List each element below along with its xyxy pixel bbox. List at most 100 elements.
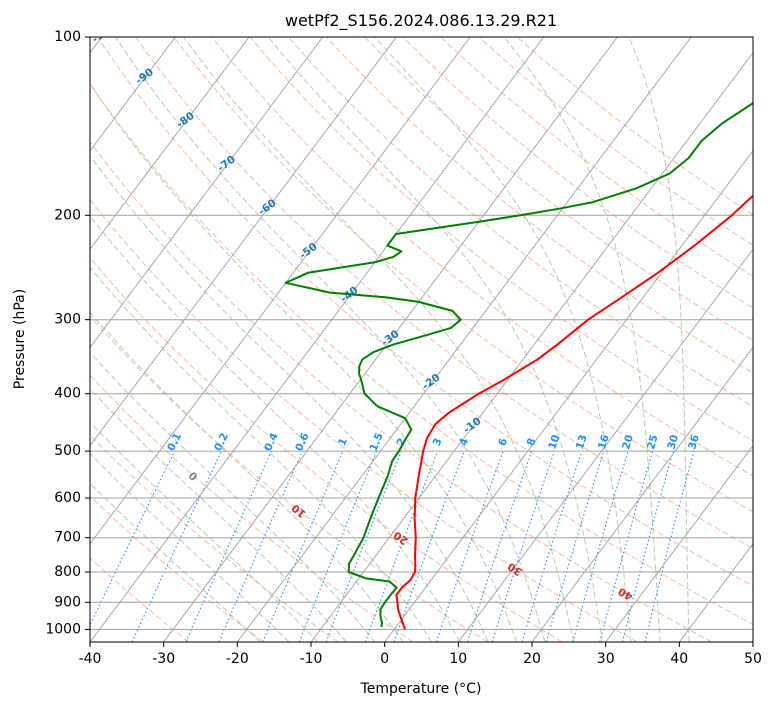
- y-axis-label: Pressure (hPa): [12, 289, 28, 389]
- dry-adiabat-line: [402, 37, 753, 309]
- isotherm-line: [236, 37, 692, 642]
- moist-adiabat-line: [90, 215, 461, 642]
- mixing-ratio-label: 30: [666, 433, 682, 450]
- mixing-ratio-label: 0.4: [262, 431, 281, 453]
- isotherm-line: [605, 444, 753, 642]
- mixing-ratio-line: [218, 450, 303, 642]
- moist-adiabat-line: [90, 421, 319, 642]
- dry-adiabat-label: 0: [187, 469, 200, 483]
- mixing-ratio-label: 10: [546, 433, 562, 451]
- moist-adiabat-line: [267, 37, 603, 642]
- mixing-ratio-label: 13: [574, 433, 590, 451]
- x-tick-label: -20: [226, 651, 249, 667]
- mixing-ratio-line: [545, 450, 605, 642]
- dry-adiabat-line: [96, 37, 753, 587]
- dry-adiabat-line: [90, 83, 753, 625]
- isotherm-line: [90, 37, 324, 349]
- isotherm-line: [384, 150, 753, 642]
- x-axis-label: Temperature (°C): [360, 681, 482, 697]
- mixing-ratio-label: 2: [395, 436, 409, 447]
- mixing-ratio-line: [621, 450, 674, 642]
- isotherm-line: [90, 37, 471, 545]
- mixing-ratio-line: [262, 450, 344, 642]
- y-tick-label: 200: [54, 207, 81, 223]
- isotherm-line: [678, 542, 753, 642]
- moist-adiabat-line: [374, 37, 632, 642]
- moist-adiabat-line: [90, 482, 261, 642]
- isotherms: [90, 37, 753, 642]
- dry-adiabat-line: [325, 37, 753, 374]
- plot-frame: [89, 36, 754, 643]
- moist-adiabat-line: [90, 351, 376, 642]
- y-tick-label: 1000: [45, 621, 81, 637]
- mixing-ratio-line: [491, 450, 555, 642]
- y-tick-label: 500: [54, 443, 81, 459]
- mixing-ratio-label: 0.2: [212, 431, 231, 453]
- dry-adiabat-line: [90, 434, 339, 642]
- sounding-profiles: [284, 101, 753, 630]
- mixing-ratio-label: 0.6: [293, 431, 312, 453]
- mixing-ratio-label: 20: [620, 433, 636, 451]
- mixing-ratio-label: 8: [525, 437, 539, 448]
- mixing-ratio-lines: [90, 450, 695, 642]
- x-tick-label: 10: [449, 651, 467, 667]
- dry-adiabat-line: [135, 37, 753, 550]
- mixing-ratio-label: 16: [596, 433, 612, 451]
- mixing-ratio-line: [325, 450, 403, 642]
- mixing-ratio-line: [572, 450, 629, 642]
- x-tick-label: 40: [670, 651, 688, 667]
- x-tick-label: -30: [152, 651, 175, 667]
- temperature-profile-line: [395, 194, 753, 630]
- isotherm-line: [90, 37, 397, 447]
- y-tick-label: 900: [54, 594, 81, 610]
- isotherm-label: -10: [461, 415, 483, 436]
- isotherm-line: [310, 51, 753, 642]
- y-tick-label: 700: [54, 530, 81, 546]
- mixing-ratio-line: [364, 450, 439, 642]
- isotherm-line: [90, 37, 250, 250]
- mixing-ratio-label: 4: [457, 437, 471, 448]
- x-tick-label: 50: [744, 651, 762, 667]
- isotherm-label: -100: [90, 20, 118, 45]
- y-axis-ticks: 100 200 300 400 500 600 700 800 900 1000: [45, 29, 90, 637]
- mixing-ratio-line: [185, 450, 273, 642]
- y-tick-label: 600: [54, 490, 81, 506]
- x-tick-label: -40: [79, 651, 102, 667]
- mixing-ratio-label: 3: [431, 436, 445, 447]
- mixing-ratio-label: 1.5: [368, 431, 386, 453]
- mixing-ratio-line: [131, 450, 223, 642]
- moist-adiabats: [90, 37, 690, 642]
- mixing-ratio-line: [521, 450, 583, 642]
- isotherm-label: -90: [134, 66, 156, 87]
- mixing-ratio-line: [435, 450, 504, 642]
- isotherm-line: [531, 346, 753, 642]
- dry-adiabat-line: [90, 374, 414, 642]
- moist-adiabat-line: [183, 37, 575, 642]
- y-tick-label: 400: [54, 386, 81, 402]
- mixing-ratio-label: 36: [686, 433, 701, 450]
- moist-adiabat-line: [628, 37, 690, 642]
- mixing-ratio-label: 0.1: [165, 431, 184, 453]
- dry-adiabat-label: 10: [290, 501, 309, 519]
- isotherm-line: [90, 37, 545, 642]
- dry-adiabat-line: [440, 37, 753, 278]
- chart-title: wetPf2_S156.2024.086.13.29.R21: [285, 11, 557, 31]
- isobar-gridlines: [90, 37, 753, 630]
- mixing-ratio-label: 1: [336, 436, 350, 447]
- dry-adiabat-line: [364, 37, 753, 341]
- mixing-ratio-label: 25: [645, 433, 661, 450]
- moist-adiabat-line: [90, 155, 489, 642]
- moist-adiabat-line: [90, 452, 290, 642]
- dry-adiabats: [90, 37, 753, 642]
- dry-adiabat-line: [90, 495, 264, 642]
- moist-adiabat-line: [503, 37, 661, 642]
- moist-adiabat-line: [90, 388, 347, 642]
- y-tick-label: 300: [54, 312, 81, 328]
- dry-adiabat-line: [90, 198, 638, 642]
- dry-adiabat-line: [478, 37, 753, 246]
- x-tick-label: 0: [380, 651, 389, 667]
- dry-adiabat-line: [211, 37, 753, 477]
- moist-adiabat-line: [90, 311, 404, 642]
- mixing-ratio-label: 6: [496, 437, 510, 448]
